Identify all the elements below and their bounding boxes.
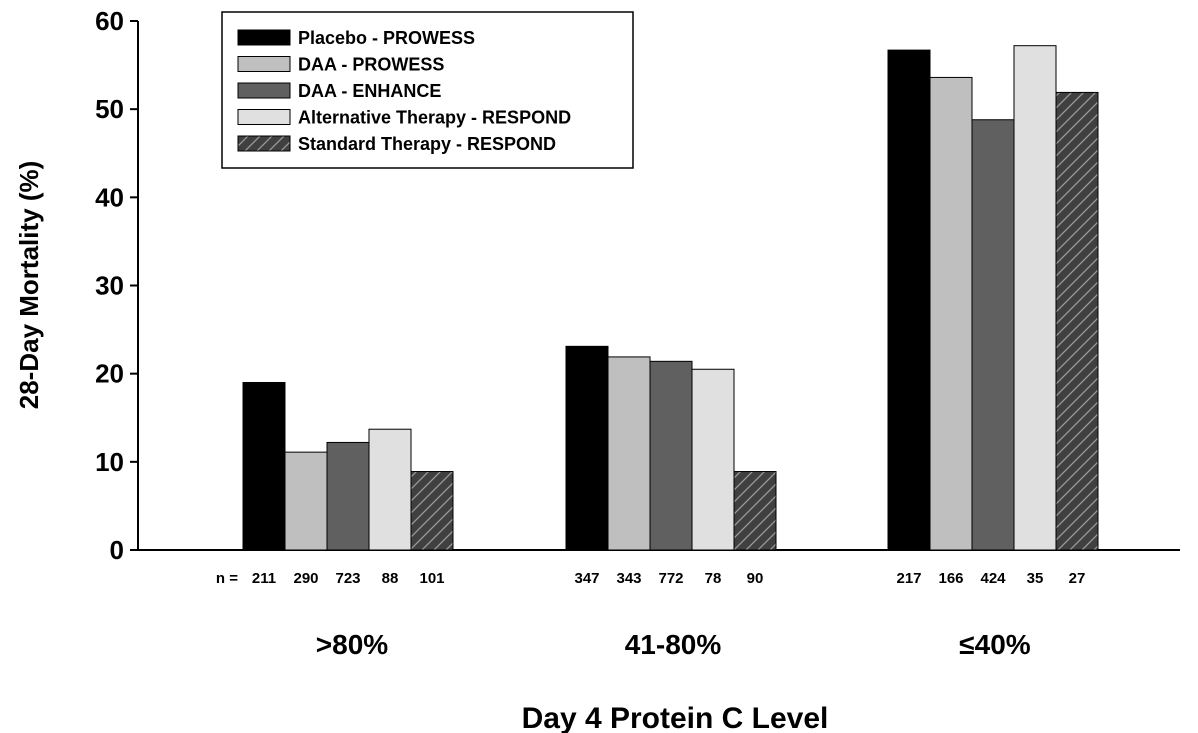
bar-1-4	[733, 471, 777, 551]
n-label: 347	[574, 570, 599, 587]
legend-label: DAA - PROWESS	[298, 55, 444, 75]
bar-2-2	[971, 119, 1015, 551]
y-tick-label: 50	[95, 94, 124, 124]
bar-2-0	[887, 49, 931, 551]
n-label: 88	[382, 570, 399, 587]
legend: Placebo - PROWESS DAA - PROWESS DAA - ENHA…	[221, 11, 634, 169]
x-axis-label: Day 4 Protein C Level	[522, 702, 829, 733]
y-tick-label: 0	[110, 535, 124, 565]
category-label: ≤40%	[959, 629, 1031, 660]
n-label: 101	[419, 570, 444, 587]
legend-swatch	[237, 82, 291, 99]
bar-2-1	[929, 76, 973, 551]
legend-swatch	[237, 135, 291, 152]
y-tick-label: 10	[95, 447, 124, 477]
legend-swatch	[237, 29, 291, 46]
legend-label: Alternative Therapy - RESPOND	[298, 108, 571, 128]
sample-size-labels: 211 290 723 88 101 347 343 772 78 90 217 166 424 35 27…	[216, 570, 1085, 587]
y-axis-label: 28-Day Mortality (%)	[14, 161, 44, 410]
legend-swatch	[237, 56, 291, 72]
y-tick-label: 20	[95, 359, 124, 389]
n-label: 90	[747, 570, 764, 587]
bar-0-0	[242, 381, 286, 551]
bar-1-1	[607, 356, 651, 551]
n-label: 27	[1069, 570, 1086, 587]
legend-label: Standard Therapy - RESPOND	[298, 134, 556, 154]
legend-swatch	[237, 109, 291, 125]
legend-label: Placebo - PROWESS	[298, 28, 475, 48]
n-label: 166	[938, 570, 963, 587]
n-label: 35	[1027, 570, 1044, 587]
n-label: 78	[705, 570, 722, 587]
legend-label: DAA - ENHANCE	[298, 81, 441, 101]
y-tick-label: 30	[95, 271, 124, 301]
n-label: 290	[293, 570, 318, 587]
n-prefix-label: n =	[216, 570, 238, 587]
bar-1-3	[691, 368, 735, 551]
bar-1-0	[565, 345, 609, 551]
n-label: 343	[616, 570, 641, 587]
n-label: 772	[658, 570, 683, 587]
bar-0-4	[410, 471, 454, 551]
bar-1-2	[649, 360, 693, 551]
bar-0-1	[284, 451, 328, 551]
bar-0-3	[368, 428, 412, 551]
bar-0-2	[326, 441, 370, 551]
category-label: >80%	[316, 629, 388, 660]
category-label: 41-80%	[625, 629, 722, 660]
n-label: 723	[335, 570, 360, 587]
bar-2-4	[1055, 91, 1099, 551]
y-tick-label: 60	[95, 6, 124, 36]
bars	[242, 45, 1099, 551]
n-label: 424	[980, 570, 1006, 587]
y-tick-label: 40	[95, 182, 124, 212]
y-axis: 0 10 20 30 40 50 60	[95, 6, 139, 565]
bar-2-3	[1013, 45, 1057, 551]
n-label: 217	[896, 570, 921, 587]
n-label: 211	[252, 570, 276, 587]
